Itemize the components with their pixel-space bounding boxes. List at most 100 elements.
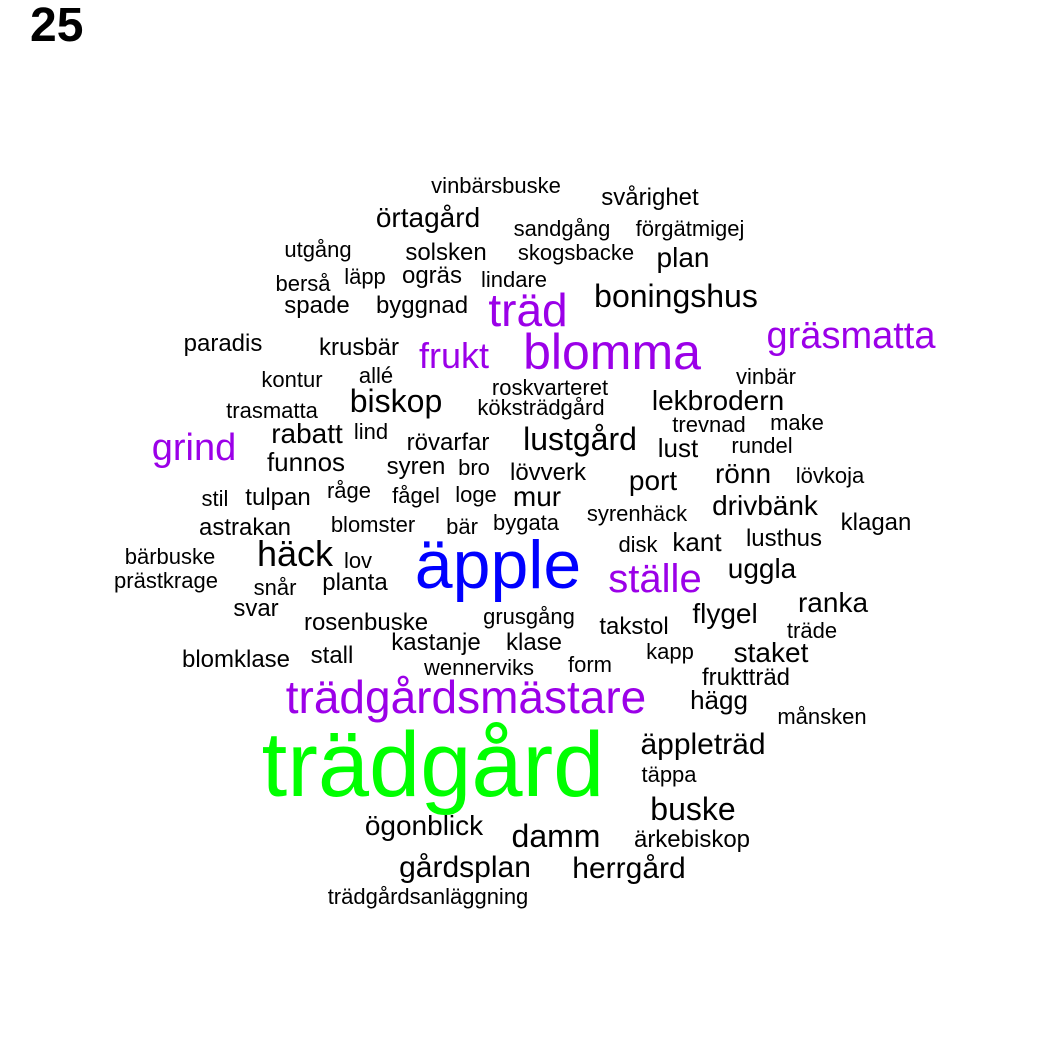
cloud-word: svar <box>233 595 279 622</box>
cloud-word: ställe <box>608 557 702 601</box>
cloud-word: blomster <box>330 512 416 537</box>
cloud-word: kontur <box>261 367 323 392</box>
cloud-word: staket <box>733 637 809 668</box>
cloud-word: make <box>770 410 824 435</box>
cloud-word: fågel <box>392 483 440 508</box>
cloud-word: herrgård <box>572 852 686 885</box>
cloud-word: syren <box>386 453 446 480</box>
cloud-word: frukt <box>418 335 490 376</box>
cloud-word: kapp <box>646 639 694 664</box>
cloud-word: uggla <box>727 553 797 584</box>
cloud-word: utgång <box>284 237 352 262</box>
cloud-word: rönn <box>714 458 772 489</box>
cloud-word: tulpan <box>245 484 311 511</box>
cloud-word: täppa <box>641 762 697 787</box>
cloud-word: äppleträd <box>640 728 766 761</box>
cloud-word: ogräs <box>401 262 463 289</box>
cloud-word: trädgårdsmästare <box>285 671 647 723</box>
cloud-word: damm <box>511 818 601 854</box>
cloud-word: bär <box>446 514 478 539</box>
cloud-word: astrakan <box>198 514 292 541</box>
cloud-word: vinbär <box>736 364 796 389</box>
cloud-word: stall <box>310 642 354 669</box>
cloud-word: förgätmigej <box>635 216 745 241</box>
cloud-word: klase <box>505 629 563 656</box>
cloud-word: gårdsplan <box>399 851 531 884</box>
cloud-word: allé <box>358 363 394 388</box>
cloud-word: boningshus <box>594 278 758 314</box>
cloud-word: krusbär <box>318 334 400 361</box>
cloud-word: ärkebiskop <box>633 826 751 853</box>
cloud-word: råge <box>326 478 372 503</box>
cloud-word: lövverk <box>509 459 587 486</box>
cloud-word: kastanje <box>391 629 481 656</box>
cloud-word: fruktträd <box>701 664 791 691</box>
cloud-word: lindare <box>480 267 548 292</box>
cloud-word: äpple <box>414 527 582 603</box>
cloud-word: berså <box>275 271 331 296</box>
cloud-word: rabatt <box>271 418 343 449</box>
cloud-word: biskop <box>349 383 443 419</box>
page-number: 25 <box>30 0 84 52</box>
cloud-word: roskvarteret <box>491 375 609 400</box>
cloud-word: lust <box>657 433 699 463</box>
cloud-word: solsken <box>405 239 487 266</box>
cloud-word: disk <box>618 532 658 557</box>
cloud-word: örtagård <box>375 202 481 233</box>
cloud-word: bärbuske <box>124 544 216 569</box>
cloud-word: port <box>628 465 678 496</box>
cloud-word: takstol <box>599 613 669 640</box>
cloud-word: prästkrage <box>114 568 218 593</box>
cloud-word: häck <box>256 533 334 574</box>
cloud-word: stil <box>201 486 229 511</box>
cloud-word: kant <box>672 527 722 557</box>
cloud-word: svårighet <box>601 184 699 211</box>
cloud-word: drivbänk <box>712 490 818 521</box>
cloud-word: läpp <box>344 264 386 289</box>
cloud-word: snår <box>253 575 297 600</box>
cloud-word: flygel <box>692 598 758 629</box>
cloud-word: ranka <box>797 587 869 618</box>
cloud-word: rövarfar <box>406 429 490 456</box>
cloud-word: spade <box>284 292 350 319</box>
cloud-word: lusthus <box>745 525 823 552</box>
cloud-word: trädgård <box>261 714 605 816</box>
cloud-word: byggnad <box>375 292 469 319</box>
cloud-word: paradis <box>183 330 263 357</box>
cloud-word: trevnad <box>672 412 746 437</box>
cloud-word: trasmatta <box>226 398 318 423</box>
cloud-word: lekbrodern <box>651 385 785 416</box>
cloud-word: köksträdgård <box>477 395 605 420</box>
cloud-word: mur <box>512 481 562 512</box>
cloud-word: rundel <box>731 433 793 458</box>
cloud-word: lustgård <box>523 421 637 457</box>
cloud-word: gräsmatta <box>766 315 936 357</box>
cloud-word: trädgårdsanläggning <box>327 884 529 909</box>
cloud-word: klagan <box>840 509 912 536</box>
cloud-word: form <box>568 652 612 677</box>
cloud-word: ögonblick <box>364 810 484 841</box>
cloud-word: månsken <box>777 704 867 729</box>
cloud-word: hägg <box>690 685 748 715</box>
cloud-word: skogsbacke <box>517 240 635 265</box>
cloud-word: träde <box>786 618 838 643</box>
cloud-word: blomklase <box>181 646 291 673</box>
cloud-word: grusgång <box>483 604 575 629</box>
cloud-word: bro <box>458 455 490 480</box>
cloud-word: loge <box>455 482 497 507</box>
cloud-word: lind <box>353 419 389 444</box>
cloud-word: lövkoja <box>795 463 865 488</box>
cloud-word: blomma <box>523 324 701 380</box>
cloud-word: funnos <box>266 447 346 477</box>
cloud-word: rosenbuske <box>303 609 429 636</box>
cloud-word: träd <box>488 284 568 336</box>
cloud-word: sandgång <box>513 216 611 241</box>
cloud-word: syrenhäck <box>586 501 688 526</box>
cloud-word: buske <box>650 791 736 827</box>
cloud-word: wennerviks <box>423 655 535 680</box>
cloud-word: grind <box>151 427 237 469</box>
cloud-word: bygata <box>492 510 560 535</box>
cloud-word: planta <box>322 569 388 596</box>
cloud-word: plan <box>656 242 710 273</box>
